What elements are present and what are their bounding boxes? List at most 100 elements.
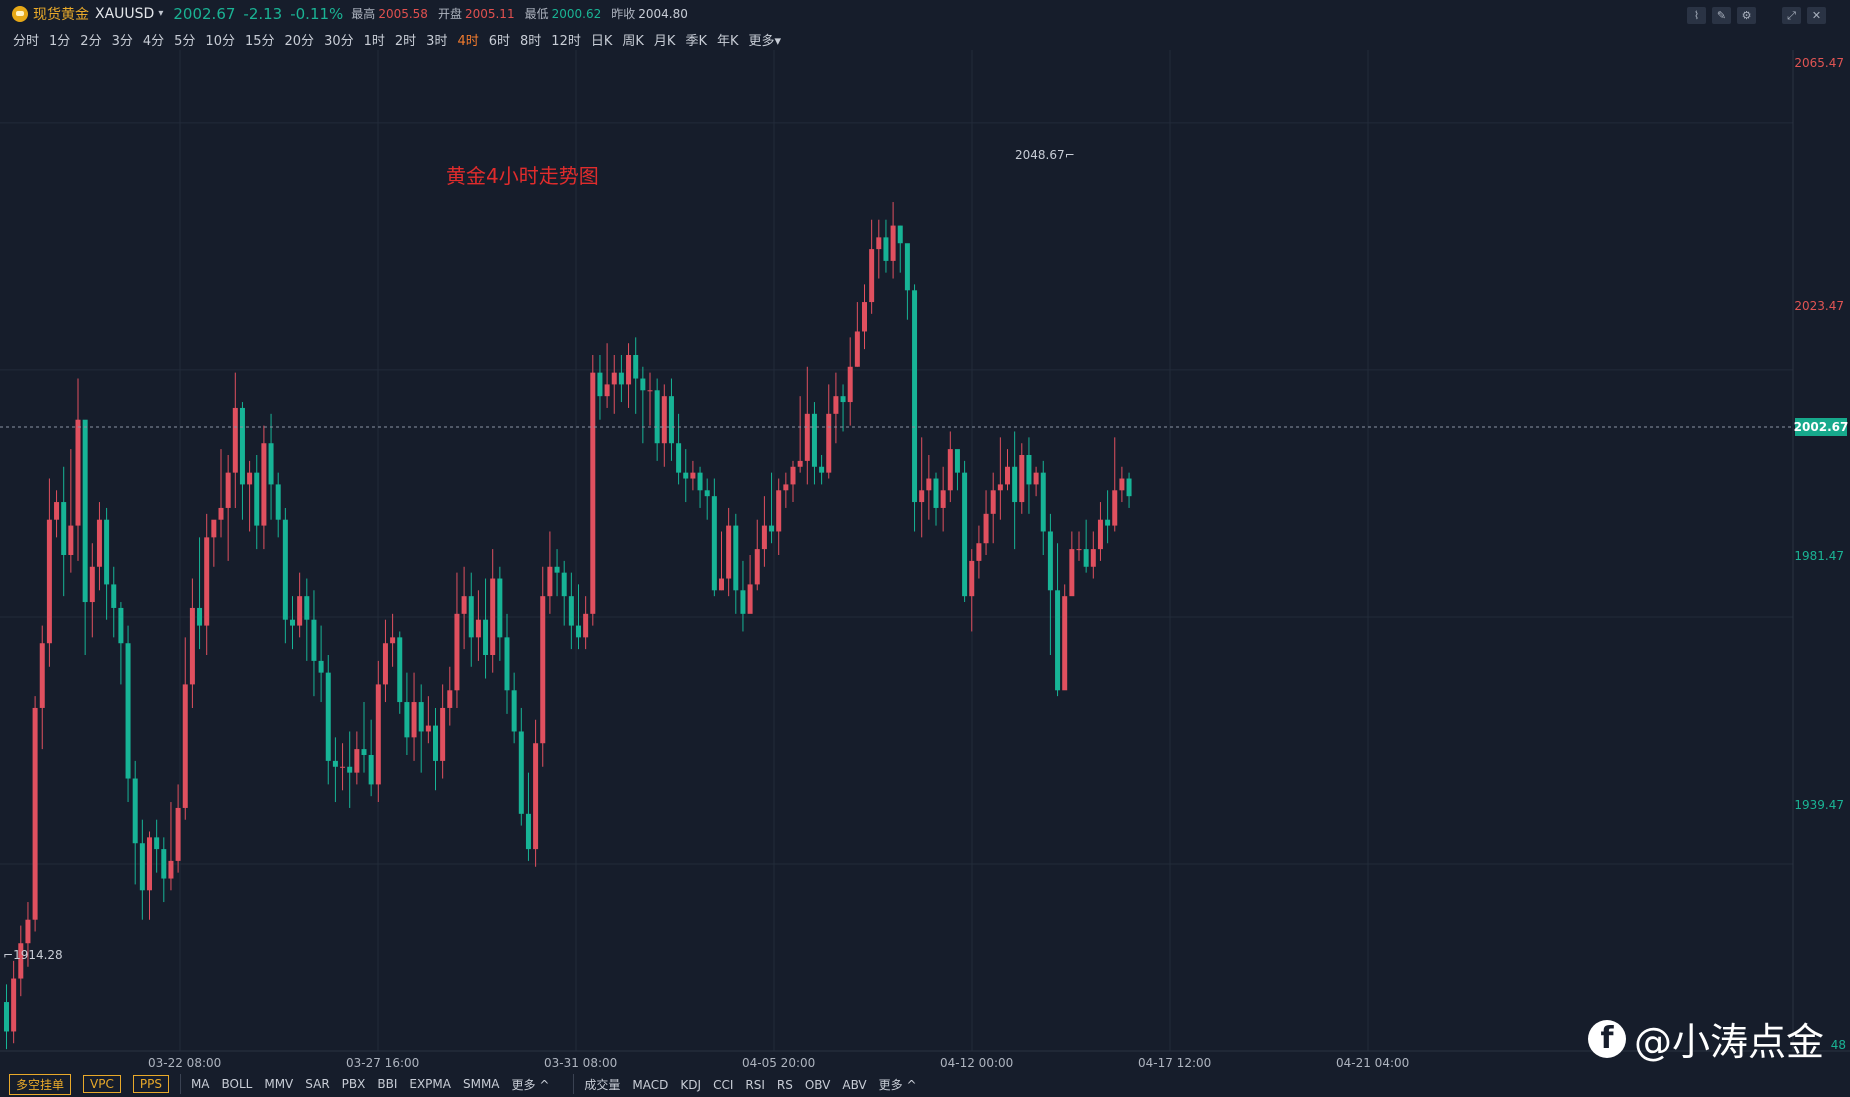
period-tab[interactable]: 3时	[426, 34, 448, 49]
period-tab[interactable]: 2分	[80, 34, 102, 49]
candle-body	[1033, 472, 1039, 485]
indicator-main_indicators-item[interactable]: MA	[190, 1077, 210, 1091]
candle-body	[18, 943, 24, 979]
candle-body	[983, 513, 989, 544]
indicator-sub_indicators-item[interactable]: 成交量	[584, 1077, 621, 1092]
period-tab[interactable]: 3分	[111, 34, 133, 49]
candle-body	[626, 355, 632, 385]
period-tab[interactable]: 2时	[394, 34, 417, 49]
period-tab[interactable]: 周K	[622, 34, 644, 49]
candle-body	[304, 596, 310, 620]
period-tab[interactable]: 1时	[363, 34, 385, 49]
candle-body	[197, 607, 203, 626]
indicator-main_indicators-item[interactable]: MMV	[264, 1077, 294, 1091]
period-tab[interactable]: 1分	[49, 34, 71, 49]
period-tab[interactable]: 12时	[551, 34, 581, 49]
indicator-sub_indicators-item[interactable]: OBV	[804, 1077, 831, 1092]
candle-body	[611, 372, 617, 385]
candle-body	[633, 355, 639, 379]
candle-body	[1005, 466, 1010, 485]
candle-body	[454, 613, 460, 691]
close-icon[interactable]: ✕	[1807, 7, 1826, 24]
indicator-sub_indicators-item[interactable]: ABV	[842, 1077, 867, 1092]
indicator-bar: 多空挂单 VPC PPS MA BOLL MMV SAR PBX BBI EXPMA SMMA…	[0, 1071, 1850, 1097]
indicator-main_indicators-item[interactable]: PBX	[341, 1077, 366, 1091]
candle-body	[1083, 549, 1089, 567]
badge-long-short-orders[interactable]: 多空挂单	[9, 1073, 72, 1095]
indicator-sub_indicators-item[interactable]: KDJ	[680, 1077, 702, 1092]
candle-body	[1040, 472, 1046, 532]
candle-body	[969, 560, 975, 597]
candle-body	[640, 378, 646, 391]
candle-body	[96, 519, 102, 567]
period-tab[interactable]: 10分	[205, 34, 235, 49]
y-tick-label: 1939.47	[1794, 798, 1844, 812]
period-more-button[interactable]: 更多▾	[748, 34, 782, 49]
period-tab[interactable]: 8时	[520, 34, 542, 49]
candle-body	[876, 237, 882, 250]
candle-body	[740, 590, 746, 614]
period-tab[interactable]: 4时	[457, 34, 479, 49]
candle-body	[1076, 549, 1082, 551]
period-tab[interactable]: 20分	[284, 34, 315, 49]
indicator-main_indicators-item[interactable]: SAR	[305, 1077, 330, 1091]
period-tab[interactable]: 30分	[324, 34, 354, 49]
sub-indicators-more[interactable]: 更多 ^	[878, 1077, 917, 1092]
main-indicators-more[interactable]: 更多 ^	[511, 1077, 550, 1092]
period-tab[interactable]: 5分	[174, 34, 196, 49]
candle-body	[583, 613, 589, 638]
indicator-sub_indicators-item[interactable]: RS	[776, 1077, 793, 1092]
indicator-sub_indicators-item[interactable]: MACD	[632, 1077, 669, 1092]
candle-body	[754, 549, 760, 585]
x-tick-label: 04-12 00:00	[940, 1056, 1014, 1070]
candle-body	[483, 619, 489, 655]
prev-close-label: 昨收	[611, 7, 636, 21]
period-tab[interactable]: 年K	[716, 34, 739, 49]
draw-tool-icon[interactable]: ✎	[1712, 7, 1731, 24]
window-controls: ⌇ ✎ ⚙ ⤢ ✕	[1687, 7, 1826, 24]
candle-body	[168, 860, 174, 879]
period-tab[interactable]: 分时	[13, 34, 40, 49]
candle-body	[161, 849, 167, 879]
period-tab[interactable]: 15分	[244, 34, 275, 49]
candle-body	[919, 490, 925, 503]
candle-body	[61, 502, 67, 555]
badge-pps[interactable]: PPS	[132, 1075, 169, 1093]
period-tab[interactable]: 4分	[142, 34, 165, 49]
instrument-dropdown-icon[interactable]: ▾	[158, 8, 164, 19]
candle-body	[404, 702, 410, 738]
indicator-sub_indicators-item[interactable]: RSI	[745, 1077, 765, 1092]
candle-body	[947, 449, 953, 491]
chart-type-icon[interactable]: ⌇	[1687, 7, 1706, 24]
open-label: 开盘	[437, 7, 462, 21]
candle-body	[147, 837, 152, 891]
candle-body	[940, 490, 946, 508]
candle-body	[518, 731, 524, 814]
y-tick-label: 2065.47	[1794, 56, 1844, 70]
period-tab[interactable]: 6时	[488, 34, 511, 49]
candle-body	[139, 843, 145, 891]
candle-body	[847, 366, 853, 403]
indicator-main_indicators-item[interactable]: BBI	[377, 1077, 398, 1091]
instrument-name[interactable]: 现货黄金	[33, 6, 89, 23]
ticker-symbol[interactable]: XAUUSD	[95, 5, 155, 22]
period-tab[interactable]: 日K	[590, 34, 613, 49]
badge-vpc[interactable]: VPC	[83, 1075, 121, 1093]
period-tab[interactable]: 月K	[653, 34, 676, 49]
indicator-main_indicators-item[interactable]: BOLL	[221, 1077, 253, 1091]
candle-body	[125, 643, 131, 779]
candle-body	[862, 302, 867, 332]
candle-body	[547, 566, 553, 597]
indicator-main_indicators-item[interactable]: SMMA	[462, 1077, 500, 1091]
expand-icon[interactable]: ⤢	[1782, 7, 1801, 24]
indicator-main_indicators-item[interactable]: EXPMA	[409, 1077, 451, 1091]
period-tab[interactable]: 季K	[685, 34, 707, 49]
candle-body	[118, 607, 124, 644]
candle-body	[347, 766, 353, 773]
settings-icon[interactable]: ⚙	[1737, 7, 1756, 24]
candle-body	[475, 619, 481, 638]
indicator-sub_indicators-item[interactable]: CCI	[713, 1077, 734, 1092]
candle-body	[425, 725, 431, 732]
high-value: 2005.58	[378, 6, 428, 21]
